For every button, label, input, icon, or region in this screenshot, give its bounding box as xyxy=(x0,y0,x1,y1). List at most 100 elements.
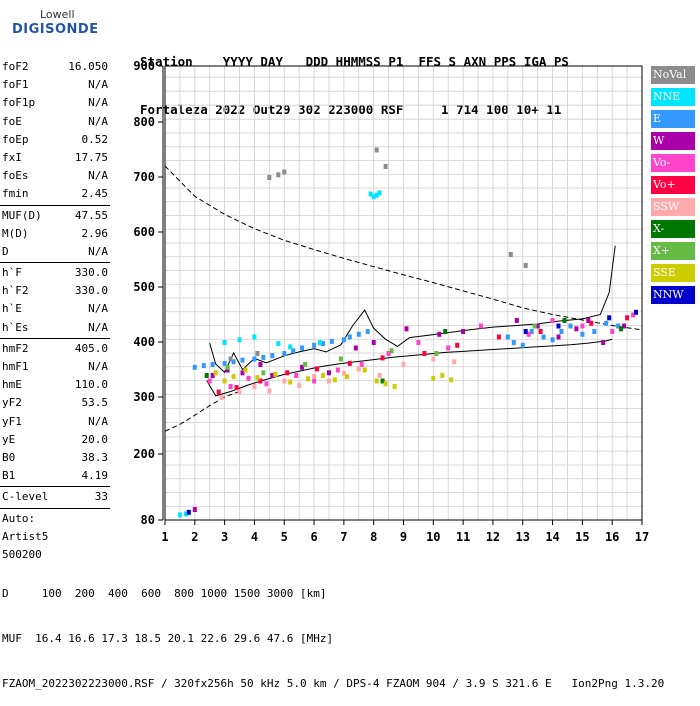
param-separator xyxy=(0,337,110,339)
echo-point xyxy=(225,367,230,373)
echo-point xyxy=(404,326,409,332)
echo-point xyxy=(446,345,451,351)
echo-point xyxy=(374,378,379,384)
param-label: B1 xyxy=(2,469,16,483)
echo-point xyxy=(356,331,361,337)
footer-file-info: FZAOM_2022302223000.RSF / 320fx256h 50 k… xyxy=(2,677,665,690)
echo-point xyxy=(282,169,287,175)
footer-info: D 100 200 400 600 800 1000 1500 3000 [km… xyxy=(2,556,664,706)
echo-point xyxy=(276,172,281,178)
echo-point xyxy=(231,359,236,365)
echo-point xyxy=(321,341,325,347)
y-tick-label: 900 xyxy=(133,59,155,73)
param-row: foF1p N/A xyxy=(0,94,112,112)
echo-point xyxy=(240,370,245,376)
model-curve-dashed xyxy=(164,165,643,331)
param-row: B0 38.3 xyxy=(0,449,112,467)
param-value: N/A xyxy=(88,414,108,428)
echo-point xyxy=(559,329,564,334)
echo-point xyxy=(282,351,287,356)
param-value: 17.75 xyxy=(74,150,108,164)
param-label: Auto: xyxy=(2,511,36,525)
echo-point xyxy=(338,356,343,362)
echo-point xyxy=(341,370,346,376)
legend-item: E xyxy=(651,110,695,128)
echo-point xyxy=(422,351,427,356)
param-label: hmF1 xyxy=(2,360,29,373)
param-label: h`Es xyxy=(2,320,29,334)
echo-point xyxy=(455,342,460,348)
echo-point xyxy=(219,395,224,400)
echo-point xyxy=(556,334,561,340)
echo-point xyxy=(538,329,543,334)
x-tick-label: 1 xyxy=(161,530,168,544)
legend-item: NNE xyxy=(651,88,695,106)
echo-point xyxy=(589,320,594,326)
echo-point xyxy=(574,326,579,332)
y-tick-label: 600 xyxy=(133,225,155,239)
param-row: 500200 xyxy=(0,546,112,564)
legend-item: Vo- xyxy=(651,154,695,172)
echo-point xyxy=(523,329,528,334)
legend-item: SSE xyxy=(651,264,695,282)
echo-point xyxy=(562,318,567,323)
echo-point xyxy=(505,334,510,340)
echo-point xyxy=(183,511,188,517)
y-tick-label: 300 xyxy=(133,390,155,404)
param-row: yF2 53.5 xyxy=(0,394,112,412)
echo-point xyxy=(431,356,436,362)
y-tick-label: 500 xyxy=(133,280,155,294)
param-label: foEp xyxy=(2,132,29,146)
echo-point xyxy=(368,191,373,197)
param-label: foF1 xyxy=(2,78,29,92)
echo-point xyxy=(273,371,278,377)
echo-point xyxy=(586,318,591,323)
echo-point xyxy=(216,389,221,395)
echo-point xyxy=(210,362,215,367)
legend-item: NNW xyxy=(651,286,695,304)
x-tick-label: 2 xyxy=(191,530,198,544)
echo-point xyxy=(449,377,454,383)
echo-point xyxy=(461,329,466,334)
logo-brand: DIGISONDE xyxy=(12,22,99,37)
echo-point xyxy=(261,354,266,360)
param-row: M(D) 2.96 xyxy=(0,225,112,243)
echo-point xyxy=(568,323,573,329)
param-row: B1 4.19 xyxy=(0,467,112,485)
param-value: N/A xyxy=(88,360,108,373)
parameter-panel: foF2 16.050 foF1 N/A foF1p N/A foE N/A foEp 0.52 f… xyxy=(0,58,112,564)
echo-point xyxy=(401,362,406,367)
header-columns: Station YYYY DAY DDD HHMMSS P1 FFS S AXN… xyxy=(140,54,569,69)
echo-point xyxy=(625,315,630,321)
trace-line xyxy=(209,245,616,374)
param-row: h`Es N/A xyxy=(0,319,112,337)
param-label: foEs xyxy=(2,169,29,183)
echo-point xyxy=(347,334,352,340)
x-tick-label: 11 xyxy=(456,530,470,544)
echo-point xyxy=(452,359,457,365)
x-tick-label: 13 xyxy=(516,530,530,544)
x-tick-label: 9 xyxy=(400,530,407,544)
echo-point xyxy=(306,376,311,382)
echo-point xyxy=(243,367,248,373)
echo-point xyxy=(335,367,340,373)
echo-point xyxy=(300,364,305,370)
echo-point xyxy=(267,175,272,180)
param-row: hmF2 405.0 xyxy=(0,340,112,358)
echo-point xyxy=(329,338,334,344)
echo-point xyxy=(255,351,260,356)
echo-point xyxy=(622,323,627,329)
echo-point xyxy=(332,377,337,383)
footer-muf-row: MUF 16.4 16.6 17.3 18.5 20.1 22.6 29.6 4… xyxy=(2,632,334,645)
echo-point xyxy=(210,373,215,378)
echo-point xyxy=(371,194,376,200)
param-row: C-level 33 xyxy=(0,488,112,506)
param-value: 20.0 xyxy=(81,432,109,446)
echo-point xyxy=(523,263,528,268)
param-row: hmE 110.0 xyxy=(0,376,112,394)
param-label: B0 xyxy=(2,450,16,464)
param-value: 2.45 xyxy=(81,187,109,201)
param-label: foF2 xyxy=(2,60,29,73)
logo-wordmark: Lowell xyxy=(40,8,75,21)
param-separator xyxy=(0,262,110,264)
